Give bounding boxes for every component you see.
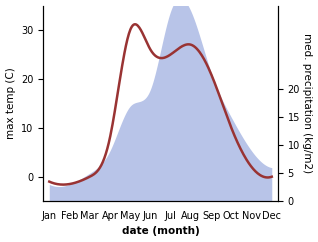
Y-axis label: med. precipitation (kg/m2): med. precipitation (kg/m2) (302, 33, 313, 174)
X-axis label: date (month): date (month) (122, 227, 199, 236)
Y-axis label: max temp (C): max temp (C) (5, 68, 16, 139)
